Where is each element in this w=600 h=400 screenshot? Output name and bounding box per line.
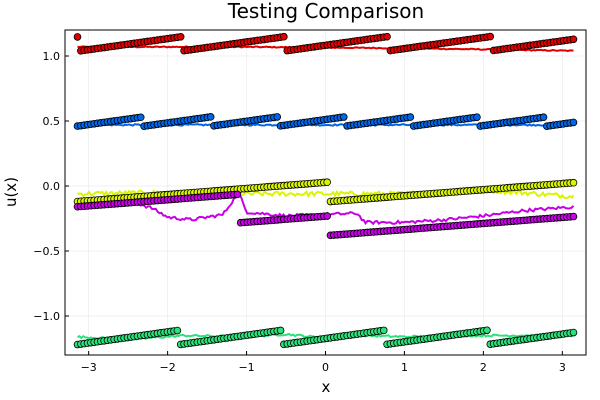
data-point-blue bbox=[136, 113, 145, 122]
data-point-green bbox=[276, 326, 285, 335]
data-point-red bbox=[176, 33, 185, 41]
y-axis-label: u(x) bbox=[2, 177, 20, 207]
x-tick-label: 3 bbox=[559, 361, 566, 374]
data-point-magenta bbox=[569, 212, 578, 221]
data-point-blue bbox=[340, 113, 348, 121]
y-tick-label: −1.0 bbox=[33, 310, 60, 323]
data-point-blue bbox=[406, 113, 415, 121]
data-point-red bbox=[569, 35, 578, 44]
data-point-red bbox=[383, 32, 391, 41]
data-point-red bbox=[280, 32, 288, 41]
data-point-red bbox=[486, 32, 495, 41]
x-tick-label: 0 bbox=[322, 361, 329, 374]
data-point-green bbox=[569, 328, 578, 337]
data-point-red bbox=[73, 33, 82, 41]
data-point-blue bbox=[569, 118, 578, 127]
y-tick-label: 0.0 bbox=[43, 180, 61, 193]
data-point-blue bbox=[539, 113, 548, 122]
x-tick-label: 2 bbox=[480, 361, 487, 374]
data-point-blue bbox=[473, 113, 481, 121]
x-tick-label: 1 bbox=[401, 361, 408, 374]
data-point-yellow bbox=[569, 178, 578, 187]
plot-frame bbox=[64, 29, 587, 356]
data-point-blue bbox=[206, 113, 215, 121]
x-tick-label: −2 bbox=[160, 361, 176, 374]
y-tick-label: −0.5 bbox=[33, 245, 60, 258]
scatter-points bbox=[73, 32, 578, 349]
data-point-green bbox=[379, 326, 388, 335]
data-point-green bbox=[173, 326, 182, 335]
data-point-green bbox=[483, 326, 491, 335]
data-point-yellow bbox=[323, 178, 331, 187]
x-axis-label: x bbox=[322, 378, 331, 396]
axes-ticks: −3 −2 −1 0 1 2 3 −1.0 −0.5 0.0 0.5 1.0 bbox=[33, 50, 566, 374]
y-tick-label: 0.5 bbox=[43, 115, 61, 128]
chart-title: Testing Comparison bbox=[227, 0, 424, 23]
x-tick-label: −1 bbox=[238, 361, 254, 374]
data-point-magenta bbox=[323, 212, 331, 220]
x-tick-label: −3 bbox=[81, 361, 97, 374]
y-tick-label: 1.0 bbox=[43, 50, 61, 63]
data-point-magenta bbox=[233, 190, 242, 199]
data-point-blue bbox=[273, 113, 282, 121]
